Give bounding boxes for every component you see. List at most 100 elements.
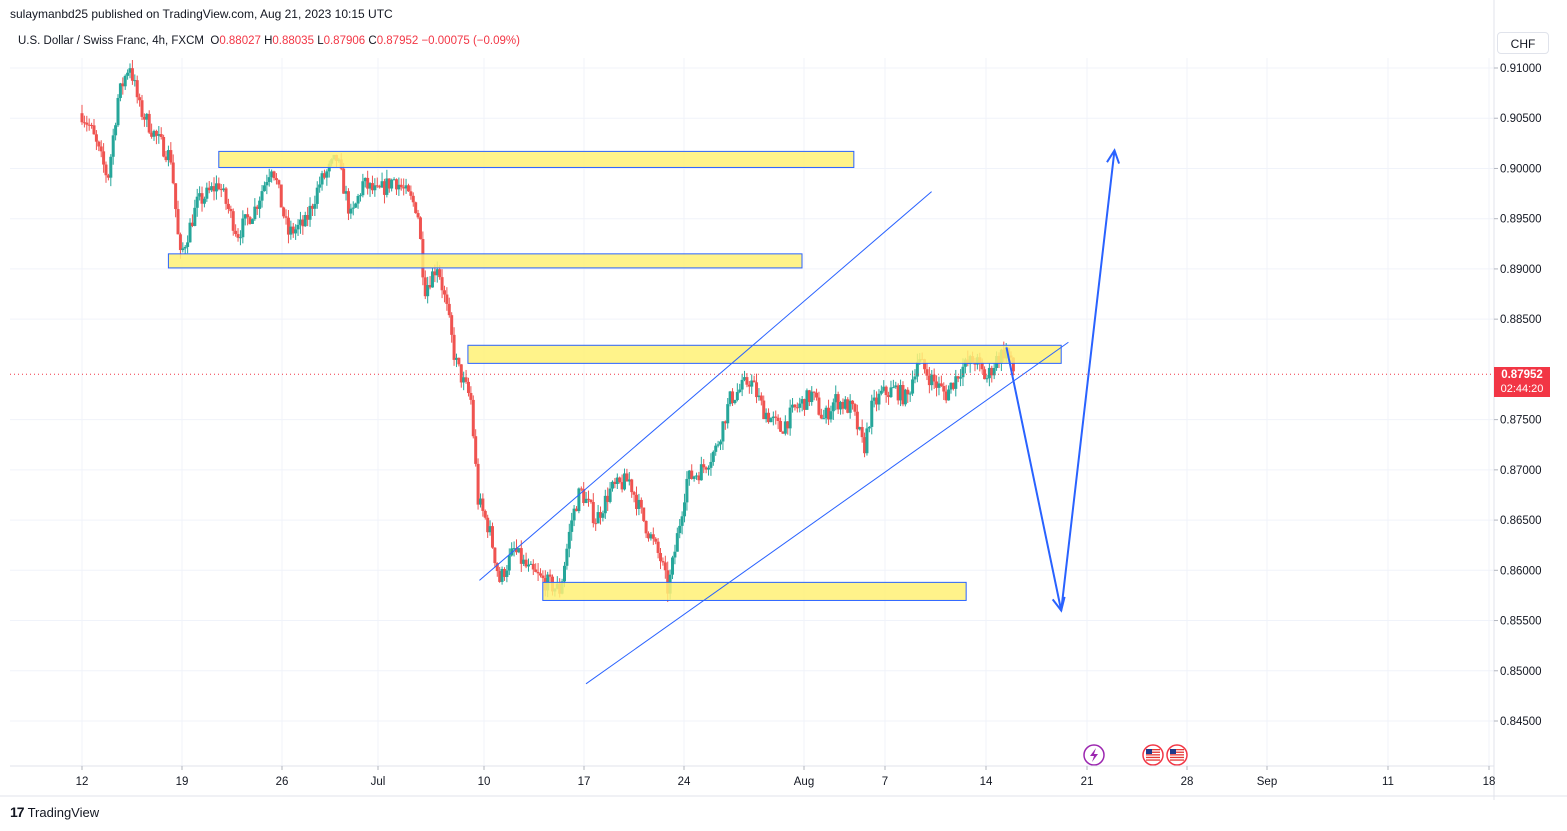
candle-body bbox=[490, 526, 494, 548]
candle-body bbox=[80, 113, 84, 123]
candle-body bbox=[176, 209, 180, 235]
candle-body bbox=[579, 488, 583, 490]
candle-body bbox=[678, 525, 682, 534]
drawings bbox=[10, 148, 1494, 766]
candle-body bbox=[248, 217, 252, 224]
candle-body bbox=[776, 417, 780, 421]
flag-stripe bbox=[1146, 756, 1160, 759]
candle-body bbox=[392, 179, 396, 181]
candle-body bbox=[97, 141, 101, 147]
flag-stripe bbox=[1170, 759, 1184, 761]
y-tick-label: 0.90000 bbox=[1500, 163, 1542, 175]
footer-brand[interactable]: 17 TradingView bbox=[10, 804, 99, 820]
candle-body bbox=[829, 411, 833, 420]
candle-body bbox=[510, 548, 514, 556]
candle-body bbox=[906, 389, 910, 395]
candle-body bbox=[805, 390, 809, 410]
candle-body bbox=[310, 205, 314, 209]
candle-body bbox=[855, 411, 859, 430]
candle-body bbox=[565, 548, 569, 566]
candle-body bbox=[291, 226, 295, 234]
candle-body bbox=[154, 130, 158, 136]
candle-body bbox=[171, 162, 175, 184]
candle-body bbox=[464, 377, 468, 382]
candle-body bbox=[673, 551, 677, 558]
channel-line bbox=[585, 341, 1069, 685]
candle-body bbox=[294, 229, 298, 234]
candle-body bbox=[726, 404, 730, 424]
candle-body bbox=[159, 134, 163, 137]
high-value: 0.88035 bbox=[272, 35, 314, 47]
candle-body bbox=[851, 400, 855, 405]
candle-body bbox=[872, 397, 876, 401]
candle-body bbox=[795, 407, 799, 409]
candle-body bbox=[114, 125, 118, 136]
candle-body bbox=[824, 407, 828, 419]
candle-body bbox=[435, 269, 439, 276]
candle-body bbox=[647, 533, 651, 539]
candle-body bbox=[344, 191, 348, 194]
candle-body bbox=[272, 171, 276, 179]
candle-body bbox=[493, 547, 497, 564]
channel-line bbox=[479, 191, 932, 581]
candle-body bbox=[128, 68, 132, 73]
candle-body bbox=[349, 208, 353, 214]
y-tick-label: 0.84500 bbox=[1500, 716, 1542, 728]
candle-body bbox=[529, 563, 533, 565]
candle-body bbox=[786, 421, 790, 429]
sr-zone bbox=[542, 581, 967, 601]
candle-body bbox=[318, 184, 322, 188]
candle-body bbox=[92, 125, 96, 135]
candle-body bbox=[680, 516, 684, 526]
candle-body bbox=[361, 181, 365, 196]
candle-body bbox=[570, 520, 574, 532]
candle-body bbox=[454, 357, 458, 360]
candle-body bbox=[755, 382, 759, 398]
candle-body bbox=[572, 508, 576, 521]
x-tick-label: 11 bbox=[1382, 776, 1394, 788]
candle-body bbox=[162, 136, 166, 157]
candle-body bbox=[241, 218, 245, 238]
candle-body bbox=[445, 294, 449, 304]
candle-body bbox=[939, 383, 943, 387]
candle-body bbox=[325, 171, 329, 178]
candle-body bbox=[382, 181, 386, 195]
y-tick-label: 0.86500 bbox=[1500, 515, 1542, 527]
y-tick-label: 0.85000 bbox=[1500, 666, 1542, 678]
candle-body bbox=[625, 473, 629, 482]
flag-stripe bbox=[1146, 751, 1160, 753]
y-tick-label: 0.88500 bbox=[1500, 314, 1542, 326]
candle-body bbox=[627, 479, 631, 482]
candle-body bbox=[214, 183, 218, 192]
candle-body bbox=[85, 122, 89, 125]
flag-stripe bbox=[1170, 754, 1184, 756]
candle-body bbox=[731, 391, 735, 404]
candle-body bbox=[644, 520, 648, 534]
candle-body bbox=[740, 379, 744, 390]
candle-body bbox=[836, 394, 840, 410]
candle-body bbox=[522, 559, 526, 564]
candle-body bbox=[152, 130, 156, 137]
flag-stripe bbox=[1146, 759, 1160, 761]
candle-body bbox=[846, 399, 850, 413]
candle-body bbox=[639, 499, 643, 508]
candle-body bbox=[356, 195, 360, 204]
candle-body bbox=[502, 569, 506, 577]
sr-zone bbox=[218, 150, 855, 168]
candle-body bbox=[738, 389, 742, 393]
currency-button[interactable]: CHF bbox=[1497, 32, 1549, 54]
candle-body bbox=[807, 390, 811, 403]
flag-canton bbox=[1146, 749, 1152, 754]
candle-body bbox=[896, 385, 900, 401]
candle-body bbox=[195, 196, 199, 208]
candle-body bbox=[404, 185, 408, 189]
candle-body bbox=[980, 362, 984, 370]
candle-body bbox=[226, 203, 230, 209]
candle-body bbox=[611, 481, 615, 489]
candle-body bbox=[781, 431, 785, 434]
candle-body bbox=[531, 563, 535, 570]
candle-body bbox=[702, 464, 706, 468]
candle-body bbox=[380, 181, 384, 188]
candle-body bbox=[913, 376, 917, 380]
